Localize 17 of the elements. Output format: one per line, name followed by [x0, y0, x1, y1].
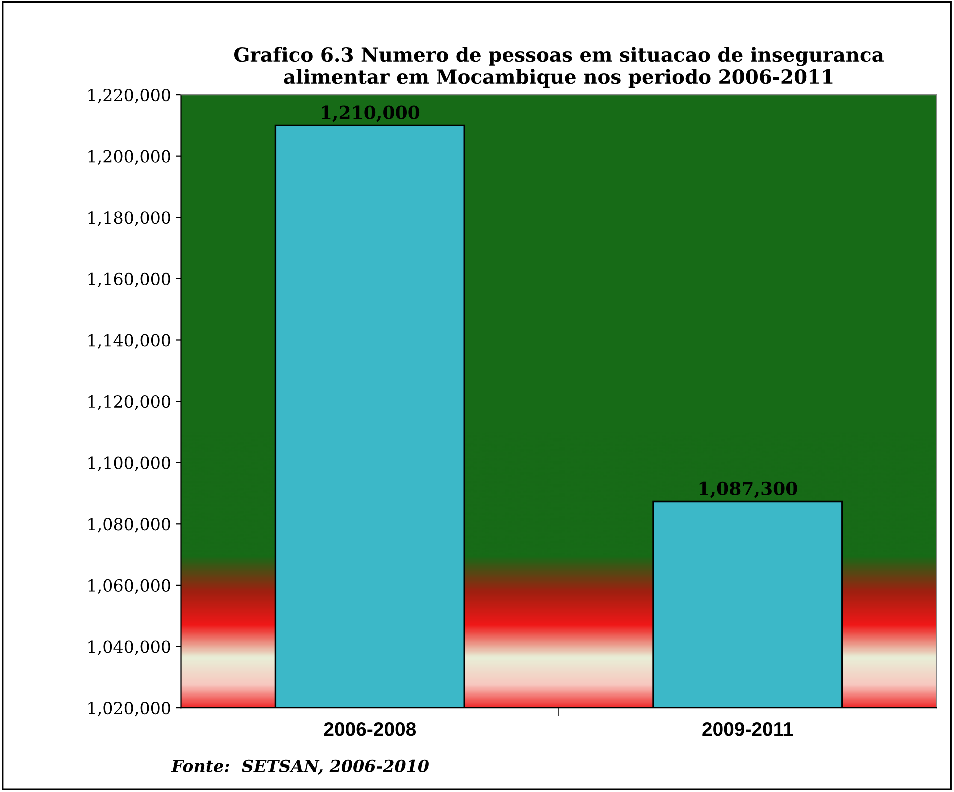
- x-tick-label: 2009-2011: [702, 722, 794, 736]
- y-tick-label: 1,080,000: [88, 518, 170, 533]
- data-label: 1,210,000: [322, 106, 420, 122]
- y-tick-label: 1,120,000: [88, 396, 170, 410]
- y-tick-label: 1,040,000: [88, 640, 170, 656]
- y-tick-label: 1,200,000: [88, 150, 170, 165]
- y-tick-label: 1,220,000: [88, 89, 170, 104]
- y-tick-label: 1,020,000: [88, 702, 170, 717]
- data-label: 1,087,300: [700, 482, 798, 498]
- y-tick-label: 1,100,000: [88, 456, 170, 472]
- y-tick-label: 1,180,000: [88, 212, 170, 226]
- y-tick-label: 1,160,000: [88, 272, 170, 288]
- source-note: Fonte: SETSAN, 2006-2010: [171, 760, 429, 775]
- x-tick-label: 2006-2008: [324, 722, 416, 736]
- y-tick-label: 1,060,000: [88, 579, 170, 594]
- chart-title: Grafico 6.3 Numero de pessoas em situacao de inseguranca alimentar em Mocambique nos periodo 2006-2011: [234, 47, 884, 88]
- y-tick-label: 1,140,000: [88, 334, 170, 349]
